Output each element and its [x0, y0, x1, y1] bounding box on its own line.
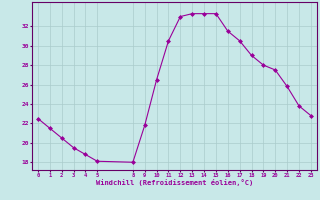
X-axis label: Windchill (Refroidissement éolien,°C): Windchill (Refroidissement éolien,°C) — [96, 179, 253, 186]
